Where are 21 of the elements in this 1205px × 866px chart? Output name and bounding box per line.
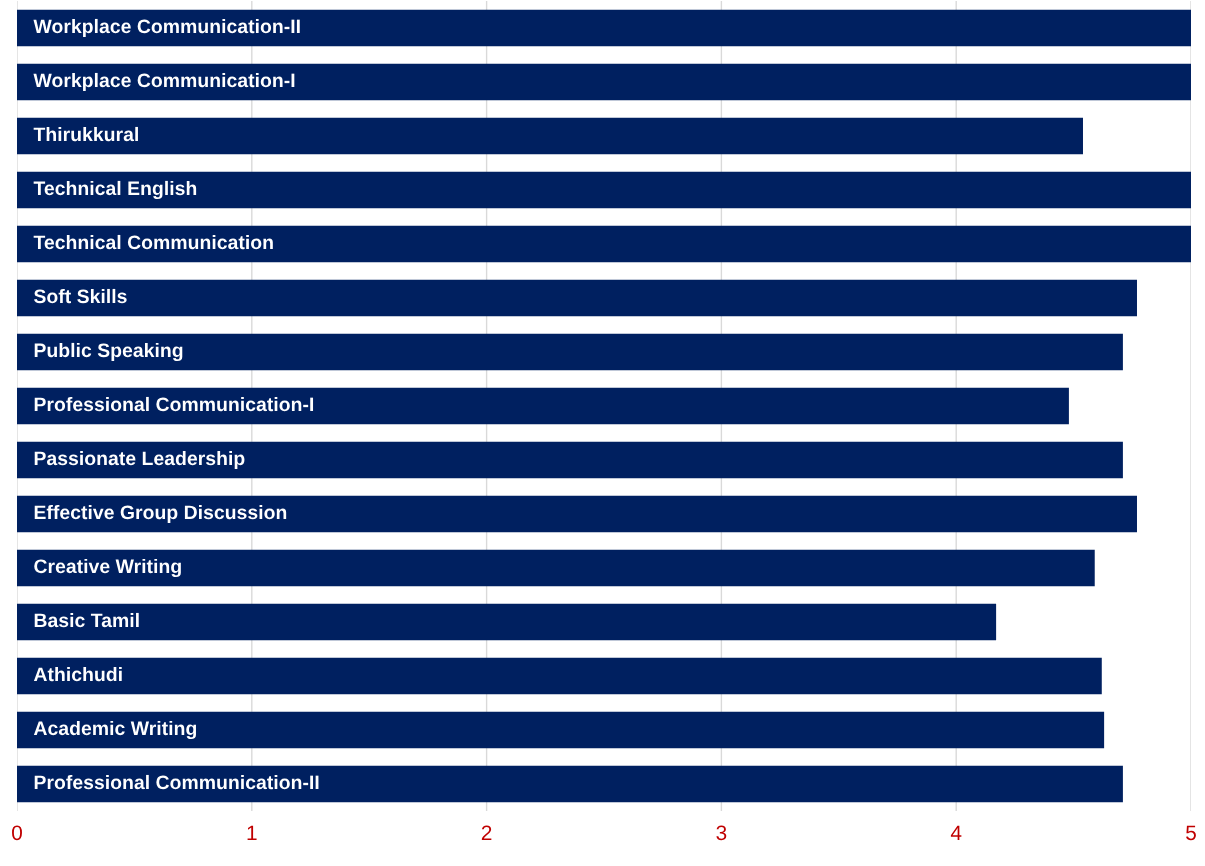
y-tick-label: Workplace Communication-I — [33, 72, 295, 92]
y-tick-label: Creative Writing — [34, 558, 181, 578]
x-tick-label: 2 — [481, 825, 492, 840]
x-tick-label: 4 — [950, 825, 962, 840]
y-tick-label: Academic Writing — [33, 720, 197, 740]
x-tick-label: 1 — [247, 825, 257, 840]
y-tick-label: Athichudi — [33, 666, 122, 682]
y-tick-label: Workplace Communication-II — [33, 18, 300, 38]
y-tick-label: Technical Communication — [33, 234, 273, 250]
x-tick-label: 3 — [716, 825, 727, 841]
y-tick-label: Professional Communication-I — [34, 396, 314, 412]
y-tick-label: Passionate Leadership — [34, 450, 245, 470]
y-tick-label: Effective Group Discussion — [34, 504, 287, 524]
x-tick-label: 0 — [12, 825, 22, 841]
y-tick-label: Basic Tamil — [34, 612, 139, 628]
y-tick-label: Soft Skills — [34, 288, 127, 304]
y-tick-label: Technical English — [33, 180, 197, 200]
y-tick-label: Public Speaking — [34, 342, 183, 362]
y-tick-label: Thirukkural — [33, 126, 138, 142]
y-tick-label: Professional Communication-II — [34, 774, 319, 790]
x-tick-label: 5 — [1186, 825, 1196, 841]
